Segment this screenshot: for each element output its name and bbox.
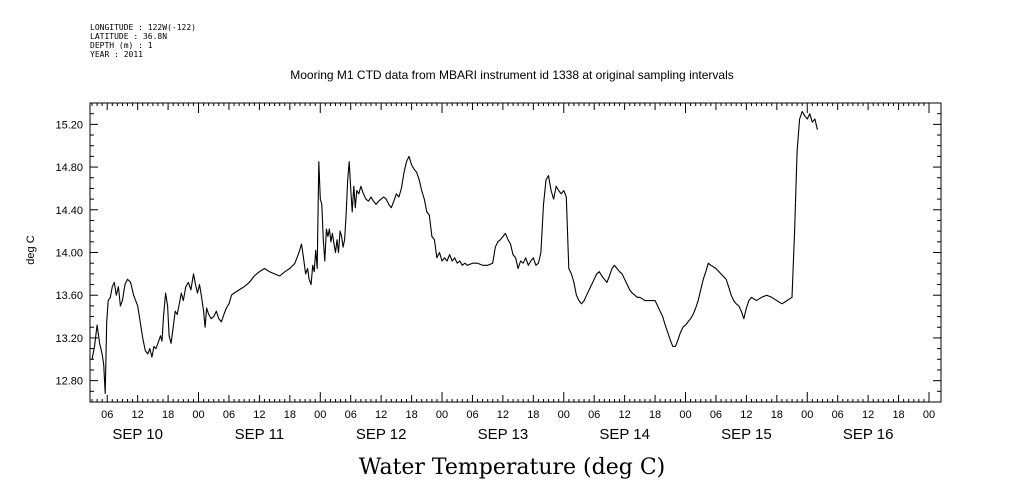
bottom-title: Water Temperature (deg C) <box>359 455 666 480</box>
x-date-label: SEP 13 <box>478 426 529 443</box>
x-tick-label: 06 <box>101 409 113 421</box>
x-tick-label: 12 <box>740 409 752 421</box>
meta-latitude: LATITUDE : 36.8N <box>90 32 167 41</box>
x-tick-label: 00 <box>923 409 935 421</box>
x-tick-label: 18 <box>284 409 296 421</box>
x-tick-label: 12 <box>132 409 144 421</box>
x-tick-label: 06 <box>466 409 478 421</box>
x-date-label: SEP 12 <box>356 426 407 443</box>
x-axis-ticks: 06 12 18 00 06 12 18 00 06 12 18 00 06 12 18 00 06 12 18 00… <box>91 103 935 443</box>
x-date-label: SEP 11 <box>235 426 284 443</box>
x-tick-label: 06 <box>710 409 722 421</box>
y-tick-label: 13.20 <box>55 333 83 345</box>
x-tick-label: 12 <box>619 409 631 421</box>
y-tick-label: 12.80 <box>55 376 83 388</box>
x-tick-label: 18 <box>649 409 661 421</box>
x-tick-label: 06 <box>345 409 357 421</box>
y-tick-label: 13.60 <box>55 290 83 302</box>
y-tick-label: 14.80 <box>55 162 83 174</box>
meta-depth: DEPTH (m) : 1 <box>90 41 153 50</box>
x-tick-label: 18 <box>892 409 904 421</box>
x-date-label: SEP 14 <box>599 426 650 443</box>
y-tick-label: 14.40 <box>55 205 83 217</box>
x-tick-label: 06 <box>832 409 844 421</box>
x-tick-label: 12 <box>862 409 874 421</box>
y-tick-label: 15.20 <box>55 119 83 131</box>
x-tick-label: 18 <box>162 409 174 421</box>
x-date-label: SEP 10 <box>112 426 163 443</box>
x-tick-label: 18 <box>527 409 539 421</box>
x-date-label: SEP 16 <box>843 426 894 443</box>
x-tick-label: 12 <box>253 409 265 421</box>
y-tick-label: 14.00 <box>55 248 83 260</box>
x-tick-label: 00 <box>679 409 691 421</box>
x-tick-label: 06 <box>223 409 235 421</box>
series-layer <box>91 110 818 395</box>
y-axis-label: deg C <box>25 235 37 264</box>
x-tick-label: 00 <box>314 409 326 421</box>
x-tick-label: 06 <box>588 409 600 421</box>
chart-title: Mooring M1 CTD data from MBARI instrumen… <box>290 68 734 82</box>
x-tick-label: 12 <box>497 409 509 421</box>
x-tick-label: 12 <box>375 409 387 421</box>
x-tick-label: 00 <box>436 409 448 421</box>
meta-year: YEAR : 2011 <box>90 50 143 59</box>
temperature-series-line <box>91 110 818 395</box>
x-tick-label: 00 <box>558 409 570 421</box>
y-axis-ticks: 12.80 13.20 13.60 14.00 14.40 14.80 15.20 <box>55 113 941 392</box>
x-tick-label: 18 <box>405 409 417 421</box>
plot-frame <box>89 102 942 403</box>
x-tick-label: 18 <box>771 409 783 421</box>
meta-longitude: LONGITUDE : 122W(-122) <box>90 23 196 32</box>
x-date-label: SEP 15 <box>721 426 772 443</box>
x-tick-label: 00 <box>801 409 813 421</box>
x-tick-label: 00 <box>192 409 204 421</box>
